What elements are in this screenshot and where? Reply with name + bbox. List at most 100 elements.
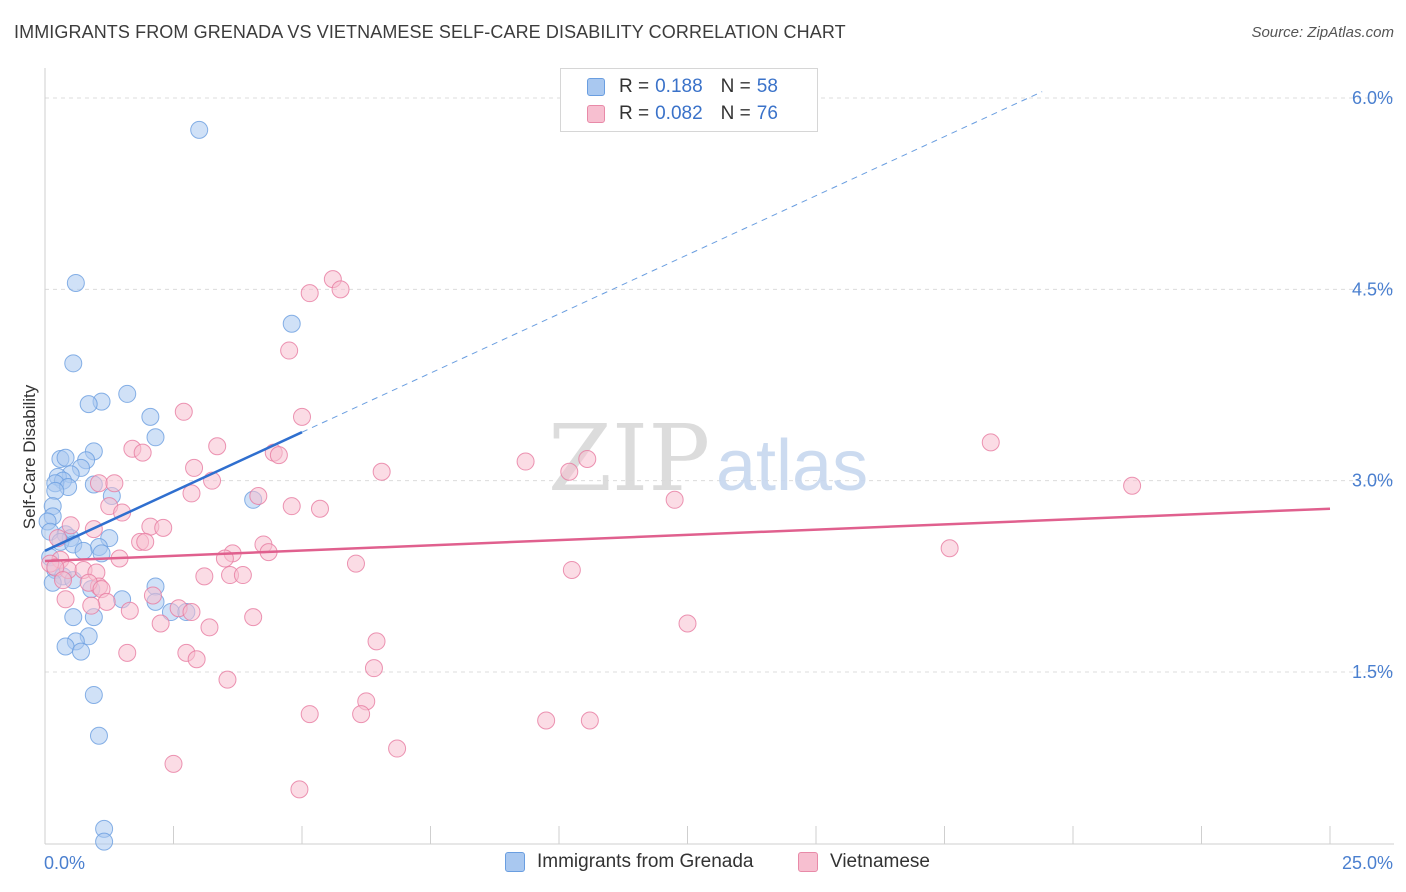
- legend-n-label: N =: [720, 103, 751, 124]
- data-point: [95, 832, 114, 851]
- data-point: [244, 608, 263, 627]
- data-point: [233, 566, 252, 585]
- data-point: [154, 518, 173, 537]
- trend-line-grenada-extended: [301, 91, 1043, 433]
- data-point: [1123, 476, 1142, 495]
- data-point: [56, 448, 75, 467]
- data-point: [141, 407, 160, 426]
- bottom-legend-vietnamese[interactable]: Vietnamese: [798, 851, 930, 873]
- tick-labels: 1.5% 3.0% 4.5% 6.0% 0.0% 25.0%: [44, 88, 1393, 873]
- legend-swatch-vietnamese: [587, 105, 605, 123]
- y-tick-label: 1.5%: [1352, 662, 1393, 682]
- data-point: [562, 560, 581, 579]
- data-point: [61, 516, 80, 535]
- data-point: [364, 659, 383, 678]
- data-point: [678, 614, 697, 633]
- data-point: [64, 608, 83, 627]
- data-point: [282, 497, 301, 516]
- data-point: [290, 780, 309, 799]
- data-point: [310, 499, 329, 518]
- y-tick-label: 6.0%: [1352, 88, 1393, 108]
- data-point: [133, 443, 152, 462]
- data-point: [64, 354, 83, 373]
- data-point: [46, 481, 65, 500]
- correlation-legend: R = 0.188 N = 58 R = 0.082 N = 76: [560, 68, 818, 132]
- data-point: [118, 384, 137, 403]
- legend-swatch-grenada: [587, 78, 605, 96]
- trend-line-vietnamese: [44, 507, 1331, 563]
- data-point: [218, 670, 237, 689]
- data-point: [580, 711, 599, 730]
- trend-lines: [44, 91, 1331, 563]
- bottom-legend-grenada[interactable]: Immigrants from Grenada: [505, 851, 753, 873]
- data-point: [300, 284, 319, 303]
- data-point: [66, 273, 85, 292]
- legend-row-grenada: R = 0.188 N = 58: [587, 75, 796, 99]
- legend-r-label: R =: [619, 76, 650, 97]
- source-label: Source: ZipAtlas.com: [1251, 24, 1394, 41]
- data-point: [136, 532, 155, 551]
- data-point: [89, 474, 108, 493]
- data-point: [74, 541, 93, 560]
- data-point: [82, 596, 101, 615]
- data-point: [200, 618, 219, 637]
- bottom-legend-swatch-grenada: [505, 852, 525, 872]
- x-tick-label: 25.0%: [1342, 853, 1393, 873]
- data-point: [282, 314, 301, 333]
- watermark-zip: ZIP: [548, 405, 710, 512]
- data-point: [89, 726, 108, 745]
- data-point: [53, 571, 72, 590]
- data-point: [516, 452, 535, 471]
- series-grenada-points: [38, 120, 301, 851]
- data-point: [388, 739, 407, 758]
- legend-r-value-vietnamese: 0.082: [655, 103, 703, 124]
- watermark: ZIP atlas: [548, 405, 868, 512]
- data-point: [537, 711, 556, 730]
- data-point: [372, 462, 391, 481]
- data-point: [367, 632, 386, 651]
- data-point: [84, 685, 103, 704]
- data-point: [346, 554, 365, 573]
- data-point: [164, 754, 183, 773]
- data-point: [105, 474, 124, 493]
- data-point: [120, 601, 139, 620]
- data-point: [151, 614, 170, 633]
- data-point: [195, 567, 214, 586]
- chart-title: IMMIGRANTS FROM GRENADA VS VIETNAMESE SE…: [14, 22, 846, 42]
- data-point: [981, 433, 1000, 452]
- data-point: [79, 395, 98, 414]
- data-point: [208, 437, 227, 456]
- series-vietnamese-points: [41, 270, 1142, 799]
- data-point: [331, 280, 350, 299]
- data-point: [182, 603, 201, 622]
- watermark-atlas: atlas: [716, 426, 868, 506]
- trend-line-grenada: [44, 431, 303, 552]
- data-point: [97, 592, 116, 611]
- y-tick-label: 3.0%: [1352, 471, 1393, 491]
- legend-n-value-grenada: 58: [756, 76, 778, 97]
- data-point: [280, 341, 299, 360]
- y-axis-label: Self-Care Disability: [20, 384, 39, 529]
- data-point: [56, 637, 75, 656]
- legend-row-vietnamese: R = 0.082 N = 76: [587, 102, 796, 126]
- data-point: [293, 407, 311, 426]
- gridlines: [45, 97, 1394, 673]
- data-point: [560, 462, 579, 481]
- data-point: [56, 590, 75, 609]
- bottom-legend-swatch-vietnamese: [798, 852, 818, 872]
- data-point: [182, 484, 201, 503]
- data-point: [146, 428, 165, 447]
- data-point: [665, 490, 684, 509]
- data-point: [190, 120, 209, 139]
- legend-r-label: R =: [619, 103, 650, 124]
- legend-r-value-grenada: 0.188: [655, 76, 703, 97]
- data-point: [118, 643, 137, 662]
- legend-n-value-vietnamese: 76: [756, 103, 778, 124]
- y-tick-label: 4.5%: [1352, 279, 1393, 299]
- data-point: [249, 486, 268, 505]
- data-point: [187, 650, 206, 669]
- data-point: [143, 586, 162, 605]
- data-point: [300, 705, 319, 724]
- bottom-legend-label-grenada: Immigrants from Grenada: [537, 851, 754, 872]
